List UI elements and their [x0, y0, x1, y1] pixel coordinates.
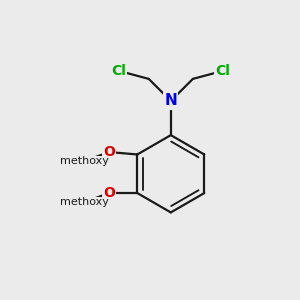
Text: Cl: Cl	[111, 64, 126, 78]
Text: O: O	[103, 186, 115, 200]
Text: O: O	[103, 145, 115, 159]
Text: Cl: Cl	[216, 64, 230, 78]
Text: N: N	[164, 94, 177, 109]
Text: methoxy: methoxy	[59, 156, 108, 166]
Text: methoxy: methoxy	[59, 197, 108, 207]
